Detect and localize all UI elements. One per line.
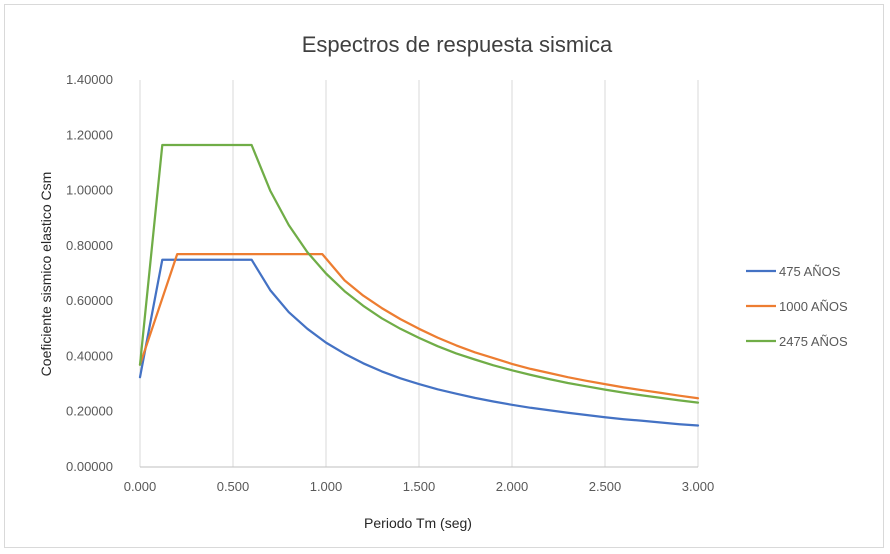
y-tick-label: 0.80000 (66, 238, 113, 253)
y-tick-label: 1.00000 (66, 183, 113, 198)
y-tick-labels: 0.00000 0.20000 0.40000 0.60000 0.80000 1.000… (66, 72, 113, 474)
series-lines (138, 143, 700, 427)
legend: 475 AÑOS 1000 AÑOS 2475 AÑOS (746, 264, 848, 349)
y-tick-label: 0.40000 (66, 348, 113, 363)
series-line-3 (138, 143, 700, 404)
legend-label-1: 475 AÑOS (779, 264, 841, 279)
y-tick-label: 0.20000 (66, 404, 113, 419)
series-line-2 (138, 252, 700, 400)
y-tick-label: 1.40000 (66, 72, 113, 87)
x-tick-label: 0.500 (217, 479, 250, 494)
x-tick-label: 0.000 (124, 479, 157, 494)
y-tick-label: 0.00000 (66, 459, 113, 474)
y-tick-label: 1.20000 (66, 127, 113, 142)
x-tick-label: 1.500 (403, 479, 436, 494)
legend-label-2: 1000 AÑOS (779, 299, 848, 314)
chart-frame (4, 4, 884, 548)
x-tick-label: 2.500 (589, 479, 622, 494)
chart-title: Espectros de respuesta sismica (302, 32, 613, 57)
grid (139, 80, 699, 468)
y-axis-label: Coeficiente sismico elastico Csm (38, 172, 54, 377)
series-line-1 (138, 258, 700, 427)
x-tick-label: 3.000 (682, 479, 715, 494)
x-tick-label: 1.000 (310, 479, 343, 494)
x-axis-label: Periodo Tm (seg) (364, 515, 472, 531)
legend-label-3: 2475 AÑOS (779, 334, 848, 349)
x-tick-labels: 0.000 0.500 1.000 1.500 2.000 2.500 3.000 (124, 479, 715, 494)
y-tick-label: 0.60000 (66, 293, 113, 308)
x-tick-label: 2.000 (496, 479, 529, 494)
